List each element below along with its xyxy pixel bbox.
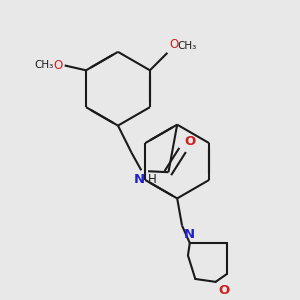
- Text: N: N: [183, 228, 194, 241]
- Text: CH₃: CH₃: [177, 41, 196, 51]
- Text: O: O: [184, 135, 195, 148]
- Text: N: N: [134, 173, 145, 186]
- Text: O: O: [53, 59, 63, 72]
- Text: H: H: [148, 173, 157, 186]
- Text: O: O: [218, 284, 230, 297]
- Text: O: O: [169, 38, 178, 51]
- Text: CH₃: CH₃: [35, 60, 54, 70]
